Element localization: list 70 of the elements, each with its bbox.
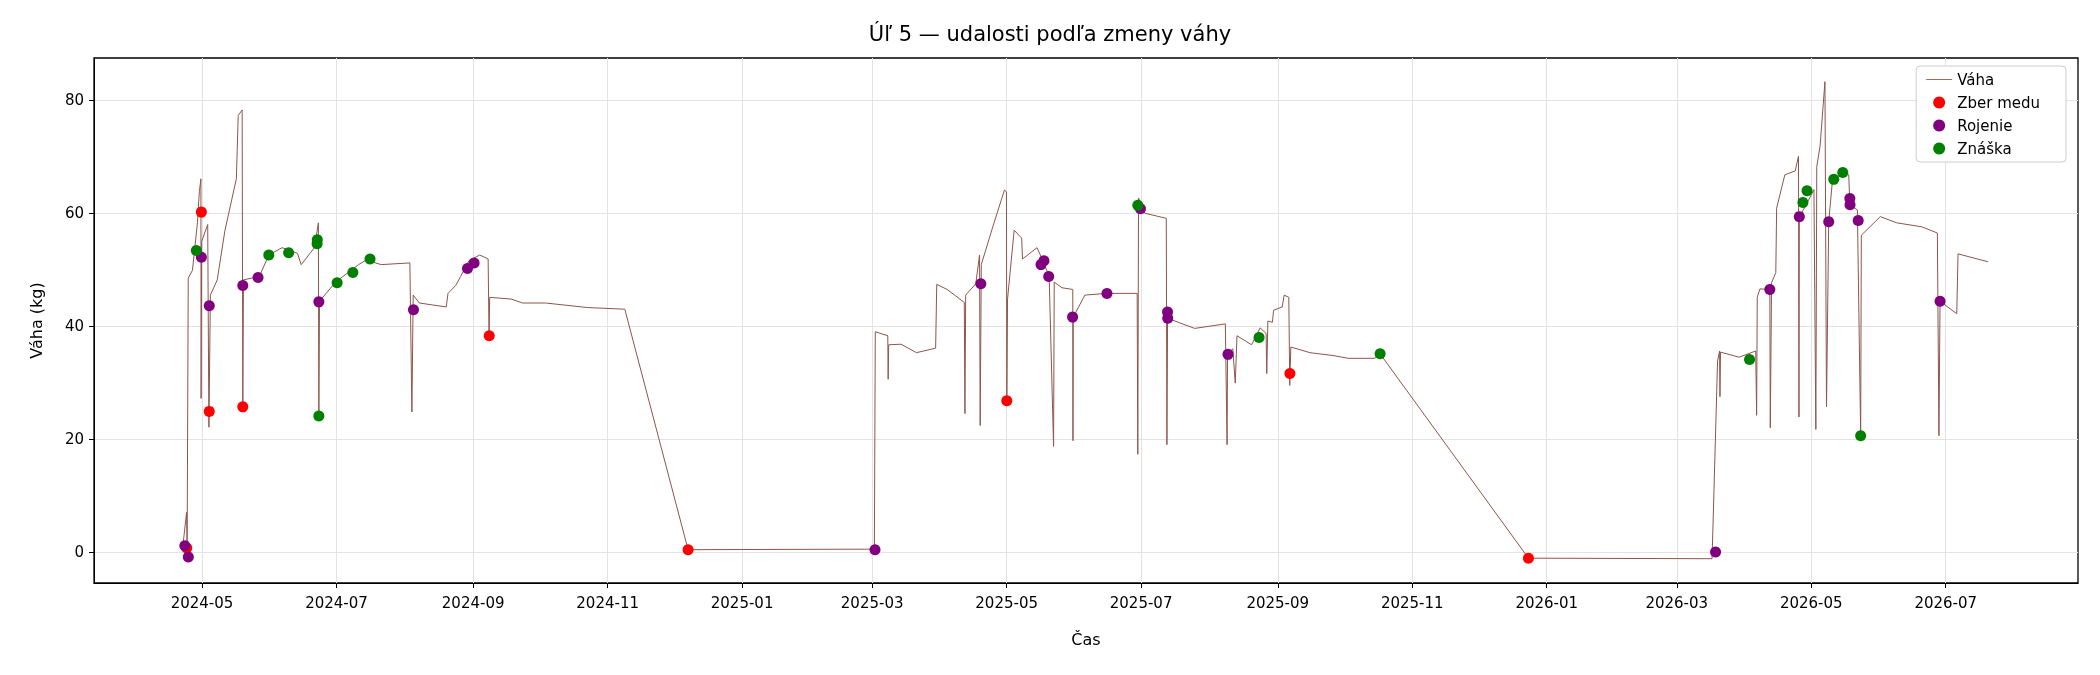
point: [1855, 430, 1867, 442]
point: [1222, 348, 1234, 360]
point: [1043, 270, 1055, 282]
x-tick-label: 2024-09: [441, 593, 505, 612]
point: [1101, 287, 1113, 299]
y-tick-label: 0: [74, 542, 84, 561]
point: [237, 401, 249, 413]
point: [869, 544, 881, 556]
point: [263, 249, 275, 261]
point: [1793, 211, 1805, 223]
legend-label: Rojenie: [1957, 116, 2013, 135]
point: [1797, 197, 1809, 209]
point: [1038, 255, 1050, 267]
point: [1837, 167, 1849, 179]
point: [1522, 552, 1534, 564]
y-tick-label: 60: [64, 204, 84, 223]
point: [1710, 546, 1722, 558]
x-tick-label: 2024-05: [170, 593, 234, 612]
x-tick-label: 2026-01: [1515, 593, 1579, 612]
point: [1067, 311, 1079, 323]
point: [331, 277, 343, 289]
point: [1132, 199, 1144, 211]
y-tick-label: 40: [64, 317, 84, 336]
x-tick-label: 2024-07: [305, 593, 368, 612]
point: [468, 257, 480, 269]
x-tick-label: 2025-05: [975, 593, 1038, 612]
x-tick-label: 2025-09: [1246, 593, 1310, 612]
point: [203, 300, 215, 312]
point: [252, 272, 264, 284]
x-tick-label: 2026-05: [1779, 593, 1843, 612]
legend-label: Znáška: [1957, 139, 2012, 158]
point: [682, 544, 694, 556]
x-tick-label: 2025-01: [710, 593, 774, 612]
x-tick-label: 2025-03: [840, 593, 904, 612]
point: [1823, 216, 1835, 228]
point: [975, 278, 987, 290]
point: [190, 245, 202, 256]
point: [1374, 348, 1386, 360]
point: [195, 206, 207, 218]
point: [1852, 215, 1864, 227]
point: [364, 253, 376, 265]
point: [407, 304, 419, 316]
y-axis-title: Váha (kg): [26, 282, 46, 359]
point: [313, 410, 325, 422]
point: [347, 267, 359, 279]
point: [1934, 295, 1946, 307]
point: [1764, 283, 1776, 295]
point: [283, 247, 295, 259]
x-tick-label: 2024-11: [576, 593, 639, 612]
point: [1284, 368, 1296, 380]
point: [182, 551, 194, 563]
legend-label: Váha: [1957, 70, 1995, 89]
point: [1828, 173, 1840, 185]
point: [203, 405, 215, 417]
legend-label: Zber medu: [1957, 93, 2041, 112]
y-tick-label: 20: [64, 430, 84, 449]
point: [1253, 331, 1265, 343]
point: [313, 296, 325, 308]
y-tick-label: 80: [64, 91, 84, 110]
x-tick-label: 2025-11: [1380, 593, 1444, 612]
point: [1744, 353, 1756, 365]
point: [483, 330, 495, 342]
x-tick-label: 2026-07: [1914, 593, 1978, 612]
chart-title: Úľ 5 — udalosti podľa zmeny váhy: [868, 20, 1232, 46]
point: [237, 280, 249, 291]
point: [1001, 395, 1013, 407]
x-tick-label: 2026-03: [1645, 593, 1709, 612]
x-tick-label: 2025-07: [1109, 593, 1173, 612]
point: [1801, 185, 1813, 197]
x-axis-title: Čas: [1071, 629, 1101, 649]
